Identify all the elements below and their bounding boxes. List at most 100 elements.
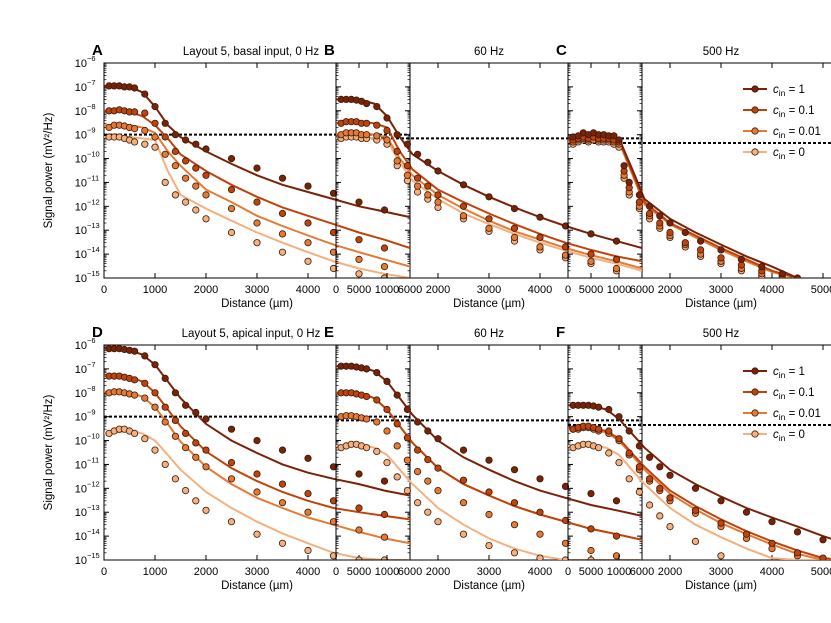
- data-point: [485, 215, 493, 223]
- data-point: [635, 198, 644, 206]
- x-tick-label: 4000: [296, 566, 320, 578]
- data-point: [510, 521, 519, 529]
- legend-value: = 0: [785, 147, 805, 159]
- data-point: [510, 549, 519, 557]
- data-point: [304, 219, 312, 227]
- x-tick-label: 2000: [658, 566, 682, 578]
- data-point: [717, 519, 725, 527]
- x-tick-label: 6000: [398, 566, 422, 578]
- y-tick-exponent: −14: [87, 245, 100, 254]
- legend-label: cin = 0.1: [773, 387, 814, 401]
- data-point: [612, 255, 621, 263]
- y-tick-exponent: −14: [87, 527, 100, 536]
- legend-symbol: c: [773, 84, 779, 96]
- data-point: [182, 157, 190, 165]
- data-point: [610, 132, 618, 140]
- legend-value: = 0.1: [785, 105, 814, 117]
- data-point: [620, 162, 628, 170]
- panel-title: 500 Hz: [703, 46, 740, 58]
- data-point: [587, 250, 595, 258]
- data-point: [383, 126, 391, 135]
- data-point: [373, 103, 381, 111]
- data-point: [304, 489, 312, 498]
- data-point: [612, 264, 621, 273]
- data-point: [362, 131, 371, 139]
- legend-subscript: in: [779, 433, 786, 443]
- data-point: [510, 466, 519, 474]
- data-point: [536, 233, 544, 241]
- data-point: [413, 467, 422, 476]
- legend-swatch-marker: [751, 148, 759, 156]
- data-point: [413, 188, 422, 196]
- data-point: [362, 415, 371, 423]
- data-point: [278, 499, 287, 507]
- data-point: [485, 510, 493, 519]
- data-point: [587, 546, 595, 555]
- y-tick-label: 10: [75, 459, 87, 471]
- data-point: [151, 143, 159, 151]
- data-point: [510, 499, 519, 507]
- data-point: [227, 475, 236, 483]
- data-point: [403, 162, 411, 170]
- y-tick-label: 10: [75, 249, 87, 261]
- data-point: [778, 270, 786, 278]
- legend-swatch-marker: [751, 367, 759, 375]
- legend-value: = 0.01: [785, 126, 821, 138]
- plot-area: [336, 362, 642, 560]
- data-point: [329, 552, 338, 560]
- data-point: [413, 150, 422, 158]
- data-point: [424, 158, 432, 166]
- data-point: [459, 530, 468, 538]
- data-point: [605, 405, 613, 414]
- legend-value: = 0: [785, 429, 805, 441]
- series-line: [104, 136, 410, 278]
- series-line: [568, 404, 831, 540]
- plot-area: [104, 82, 410, 278]
- data-point: [424, 508, 432, 516]
- legend-value: = 1: [785, 84, 805, 96]
- y-tick-exponent: −12: [87, 479, 100, 488]
- y-tick-label: 10: [75, 412, 87, 424]
- data-point: [380, 244, 389, 252]
- y-tick-exponent: −7: [87, 78, 96, 87]
- legend-symbol: c: [773, 366, 779, 378]
- data-point: [615, 458, 623, 467]
- panel-f: 0 1000 2000 3000 4000 5000 6000 Distance (µm) 50…: [556, 324, 831, 592]
- data-point: [424, 427, 432, 435]
- panel-title: Layout 5, apical input, 0 Hz: [182, 328, 321, 340]
- data-point: [355, 270, 363, 278]
- data-point: [434, 167, 442, 175]
- legend-label: cin = 0.01: [773, 126, 821, 140]
- data-point: [253, 436, 261, 445]
- data-point: [645, 501, 654, 509]
- data-point: [227, 155, 236, 163]
- data-point: [615, 413, 623, 421]
- legend-symbol: c: [773, 408, 779, 420]
- data-point: [227, 228, 236, 237]
- series-line: [568, 136, 798, 278]
- x-tick-label: 2000: [194, 566, 218, 578]
- data-point: [362, 444, 371, 452]
- y-tick-exponent: −10: [87, 150, 100, 159]
- legend-symbol: c: [773, 105, 779, 117]
- data-point: [278, 209, 287, 218]
- data-point: [161, 178, 169, 186]
- legend-label: cin = 0: [773, 147, 805, 161]
- data-point: [793, 549, 802, 557]
- data-point: [625, 475, 633, 483]
- data-point: [202, 191, 210, 199]
- x-tick-label: 0: [565, 284, 571, 296]
- data-point: [424, 455, 432, 464]
- data-point: [192, 182, 200, 190]
- x-axis-label: Distance (µm): [685, 580, 757, 592]
- data-point: [362, 365, 371, 373]
- data-point: [612, 532, 621, 540]
- data-point: [171, 389, 179, 397]
- panel-e: 0 1000 2000 3000 4000 5000 6000 Distance (µm) 60…: [324, 324, 654, 592]
- data-point: [434, 486, 442, 495]
- data-point: [192, 164, 200, 172]
- data-point: [151, 361, 159, 369]
- data-point: [656, 463, 664, 471]
- data-point: [587, 489, 595, 498]
- data-point: [656, 484, 664, 492]
